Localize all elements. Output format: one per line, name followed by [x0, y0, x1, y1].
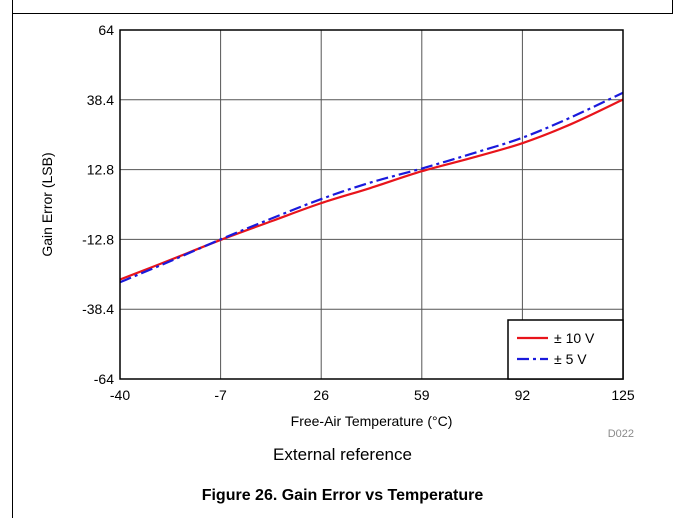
x-tick-label: 59 [414, 387, 430, 403]
series-layer [119, 91, 624, 284]
frame-top-border [12, 13, 673, 14]
y-axis-label: Gain Error (LSB) [39, 152, 55, 256]
x-tick-label: 125 [611, 387, 635, 403]
x-tick-label: 92 [515, 387, 531, 403]
series-line-1 [119, 98, 624, 281]
tick-labels: -40 -7 26 59 92 125 -64 -38.4 -12.8 12.8 38.4 64 [82, 22, 635, 403]
plot-frame [119, 29, 624, 380]
legend: ± 10 V ± 5 V [507, 319, 624, 380]
x-tick-label: -7 [214, 387, 227, 403]
gain-error-chart: -40 -7 26 59 92 125 -64 -38.4 -12.8 12.8 38.4 64 Fr… [39, 22, 635, 440]
x-axis-label: Free-Air Temperature (°C) [291, 413, 453, 429]
x-tick-label: 26 [313, 387, 329, 403]
legend-box [507, 319, 624, 380]
y-tick-label: -64 [94, 371, 114, 387]
y-tick-label: 64 [98, 22, 114, 38]
y-tick-label: 12.8 [87, 162, 114, 178]
y-tick-label: 38.4 [87, 92, 114, 108]
x-tick-label: -40 [110, 387, 130, 403]
series-line-2 [119, 91, 624, 284]
y-tick-label: -12.8 [82, 231, 114, 247]
frame-left-border [12, 0, 13, 518]
figure-caption: Figure 26. Gain Error vs Temperature [201, 487, 484, 504]
legend-label: ± 10 V [554, 330, 595, 346]
figure-id-label: D022 [608, 428, 634, 440]
legend-label: ± 5 V [554, 351, 587, 367]
subcaption: External reference [273, 445, 412, 464]
y-tick-label: -38.4 [82, 301, 114, 317]
